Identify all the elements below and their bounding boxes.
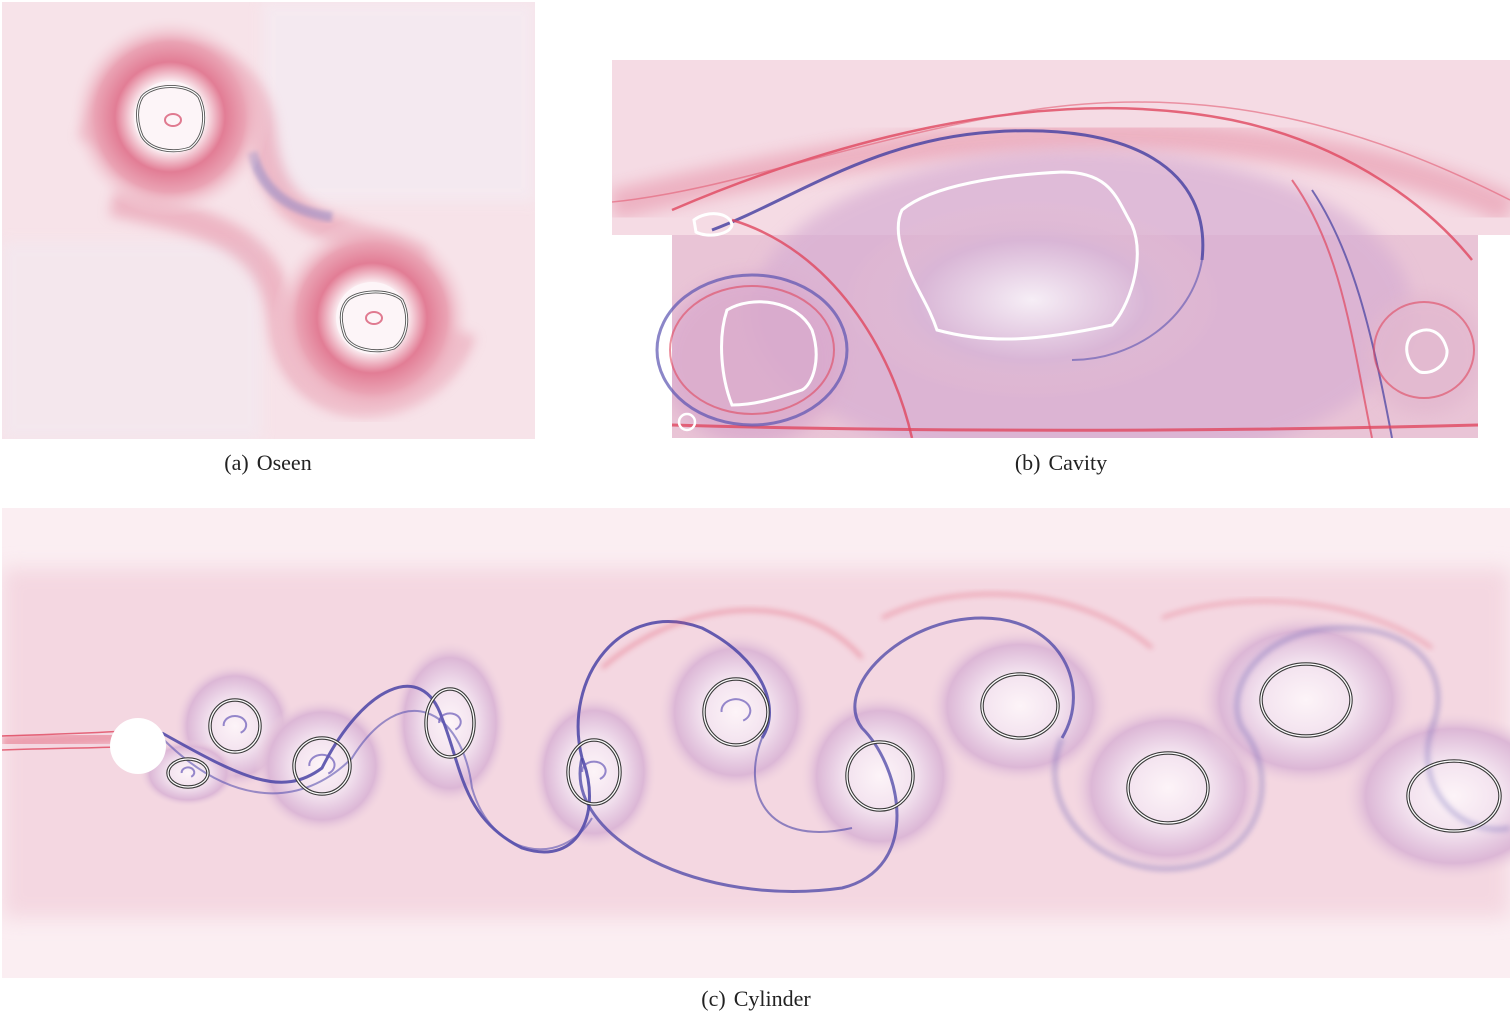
vortex-contour-highlight <box>167 758 209 788</box>
vortex-swirl <box>581 760 607 780</box>
vortex-halo <box>659 632 813 792</box>
vortex-halo <box>928 629 1112 783</box>
caption-name: Oseen <box>256 450 312 475</box>
vortex-halo <box>1343 712 1510 880</box>
cavity-field-image <box>612 60 1510 438</box>
vortex-swirl <box>720 698 752 722</box>
caption-label: (b) <box>1014 450 1041 475</box>
caption-label: (c) <box>701 986 726 1011</box>
vortex-contour-highlight <box>1407 760 1501 832</box>
vortex-contour-highlight <box>846 741 914 811</box>
caption-oseen: (a) Oseen <box>224 450 311 476</box>
oseen-panel <box>2 2 535 439</box>
vortex-halo <box>531 695 657 849</box>
vortex-swirl <box>180 766 196 778</box>
caption-cavity: (b) Cavity <box>1015 450 1107 476</box>
vortex-contour-highlight <box>425 688 475 758</box>
vortex-halo <box>392 641 508 805</box>
caption-label: (a) <box>224 450 249 475</box>
vortex-swirl <box>308 753 336 775</box>
caption-cylinder: (c) Cylinder <box>701 986 810 1012</box>
cylinder-field-image <box>2 508 1510 978</box>
vortex-swirl <box>222 714 248 734</box>
vortex-contour-highlight <box>1127 752 1209 824</box>
vortex-contour-highlight <box>1260 663 1352 737</box>
vortex-swirl <box>438 712 462 731</box>
vortex-contour-highlight <box>703 678 769 746</box>
vortex-contour-highlight <box>567 739 621 805</box>
vortex-contour-highlight <box>981 673 1059 739</box>
caption-name: Cavity <box>1048 450 1108 475</box>
vortex-contour-highlight <box>293 737 351 795</box>
vortex-contour-highlight <box>209 699 261 753</box>
cavity-panel <box>612 60 1510 438</box>
caption-name: Cylinder <box>733 986 811 1011</box>
vortex-halo <box>800 694 960 858</box>
oseen-field-image <box>2 2 535 439</box>
cylinder-panel <box>2 508 1510 978</box>
